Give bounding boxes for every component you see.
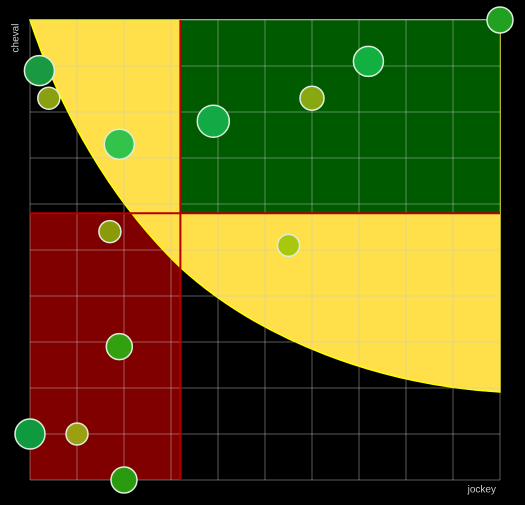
bubble — [299, 85, 325, 111]
low-zone — [30, 213, 181, 480]
bubble — [37, 86, 61, 110]
bubble — [103, 128, 136, 160]
bubble — [98, 219, 122, 244]
bubble — [65, 422, 89, 446]
high-zone — [180, 20, 500, 214]
bubble — [23, 54, 56, 87]
x-axis-label: jockey — [467, 485, 496, 496]
bubble — [486, 6, 514, 34]
bubble — [110, 466, 138, 494]
bubble — [14, 418, 46, 450]
points — [14, 6, 514, 494]
y-axis-label: cheval — [11, 24, 22, 53]
bubble — [276, 233, 301, 258]
bubble — [105, 332, 134, 361]
bubble — [352, 45, 385, 78]
bubble — [196, 104, 231, 138]
zones — [28, 19, 501, 480]
